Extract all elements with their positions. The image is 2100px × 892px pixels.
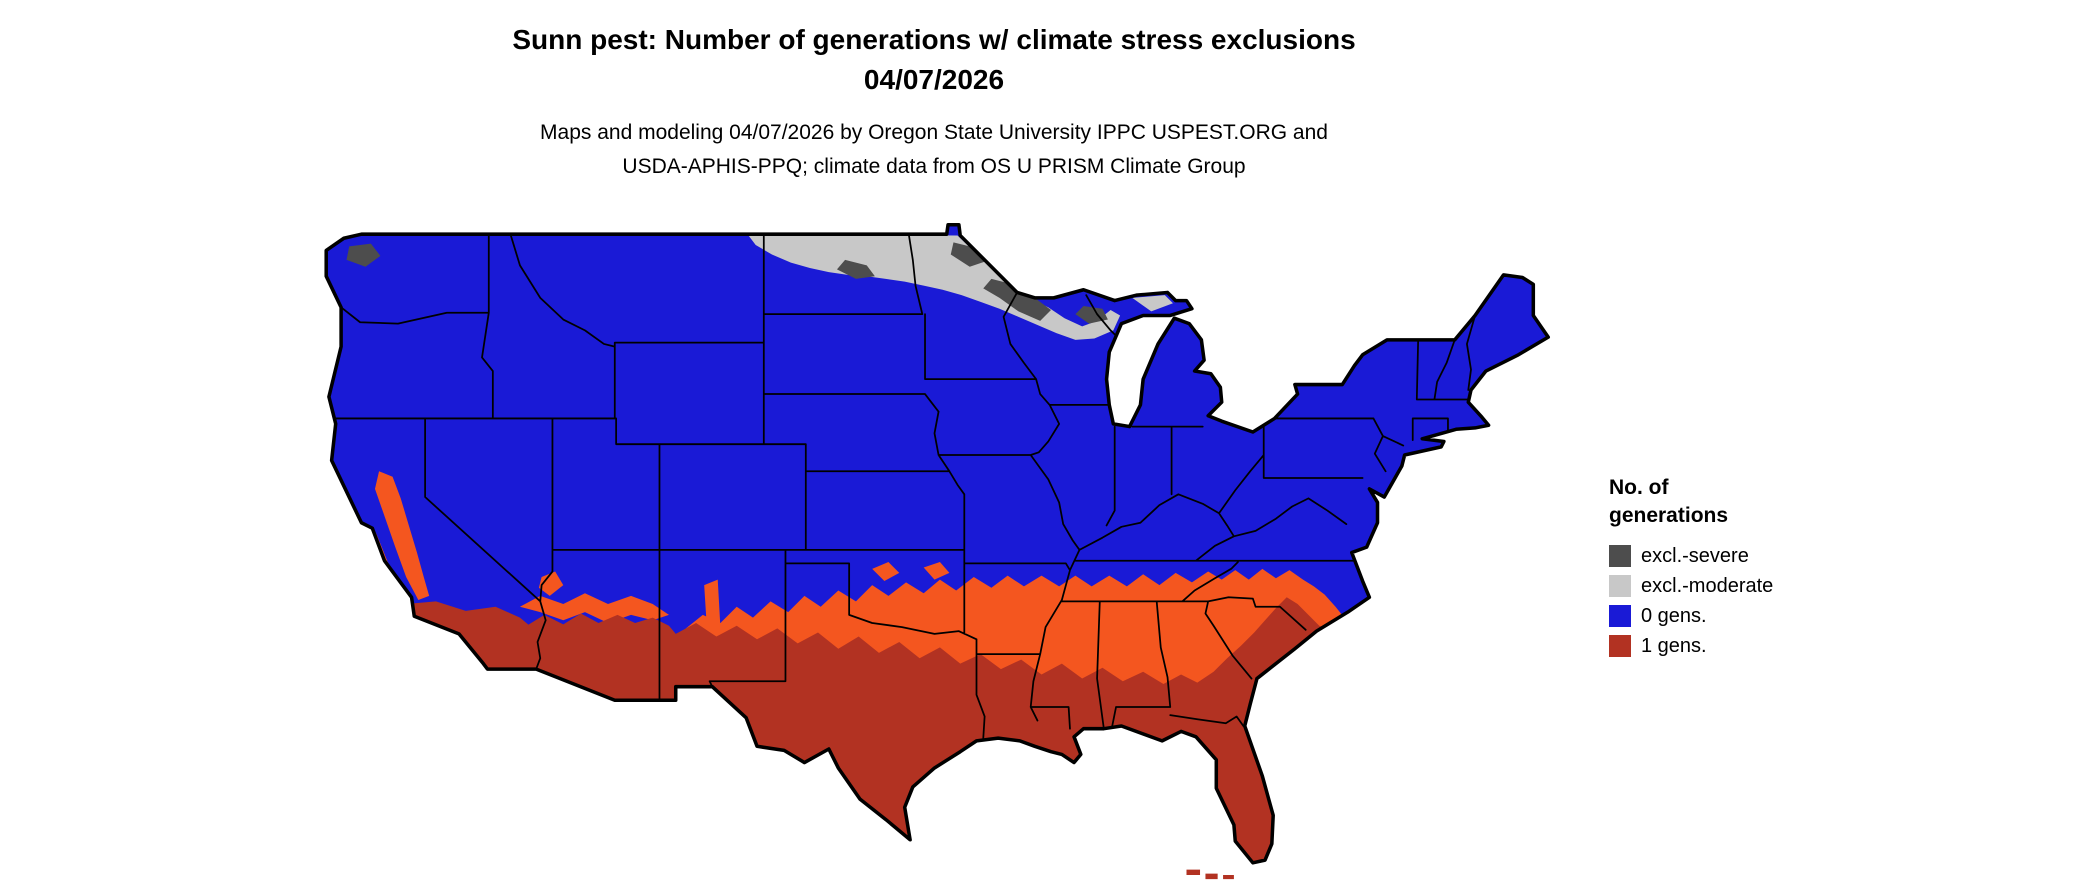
legend-item-excl-severe: excl.-severe [1609, 544, 1929, 568]
legend-label-one-gen: 1 gens. [1641, 635, 1707, 657]
region-zero-generations [326, 224, 1549, 863]
legend-title-line1: No. of [1609, 476, 1669, 499]
us-generations-map [324, 222, 1550, 880]
figure-header: Sunn pest: Number of generations w/ clim… [0, 20, 1868, 184]
map-legend: No. of generations excl.-severe excl.-mo… [1609, 474, 1929, 658]
region-transition-band [358, 471, 1360, 733]
legend-item-zero-gens: 0 gens. [1609, 604, 1929, 628]
figure-subtitle-line2: USDA-APHIS-PPQ; climate data from OS U P… [622, 155, 1246, 178]
legend-title-line2: generations [1609, 504, 1729, 527]
region-excl-moderate [747, 234, 1173, 340]
legend-swatch-zero-gens [1609, 605, 1631, 627]
figure-title-line1: Sunn pest: Number of generations w/ clim… [512, 24, 1356, 55]
figure-subtitle-line1: Maps and modeling 04/07/2026 by Oregon S… [540, 121, 1328, 144]
region-excl-severe [346, 242, 1108, 324]
legend-swatch-excl-moderate [1609, 575, 1631, 597]
figure-subtitle: Maps and modeling 04/07/2026 by Oregon S… [0, 116, 1868, 184]
state-boundaries [334, 233, 1476, 740]
figure-title-line2: 04/07/2026 [863, 64, 1005, 95]
legend-item-one-gen: 1 gens. [1609, 634, 1929, 658]
legend-item-excl-moderate: excl.-moderate [1609, 574, 1929, 598]
legend-label-excl-severe: excl.-severe [1641, 545, 1749, 567]
legend-swatch-one-gen [1609, 635, 1631, 657]
us-outline [324, 222, 1550, 865]
legend-label-zero-gens: 0 gens. [1641, 605, 1707, 627]
florida-keys [1186, 869, 1234, 880]
legend-label-excl-moderate: excl.-moderate [1641, 575, 1774, 597]
legend-swatch-excl-severe [1609, 545, 1631, 567]
